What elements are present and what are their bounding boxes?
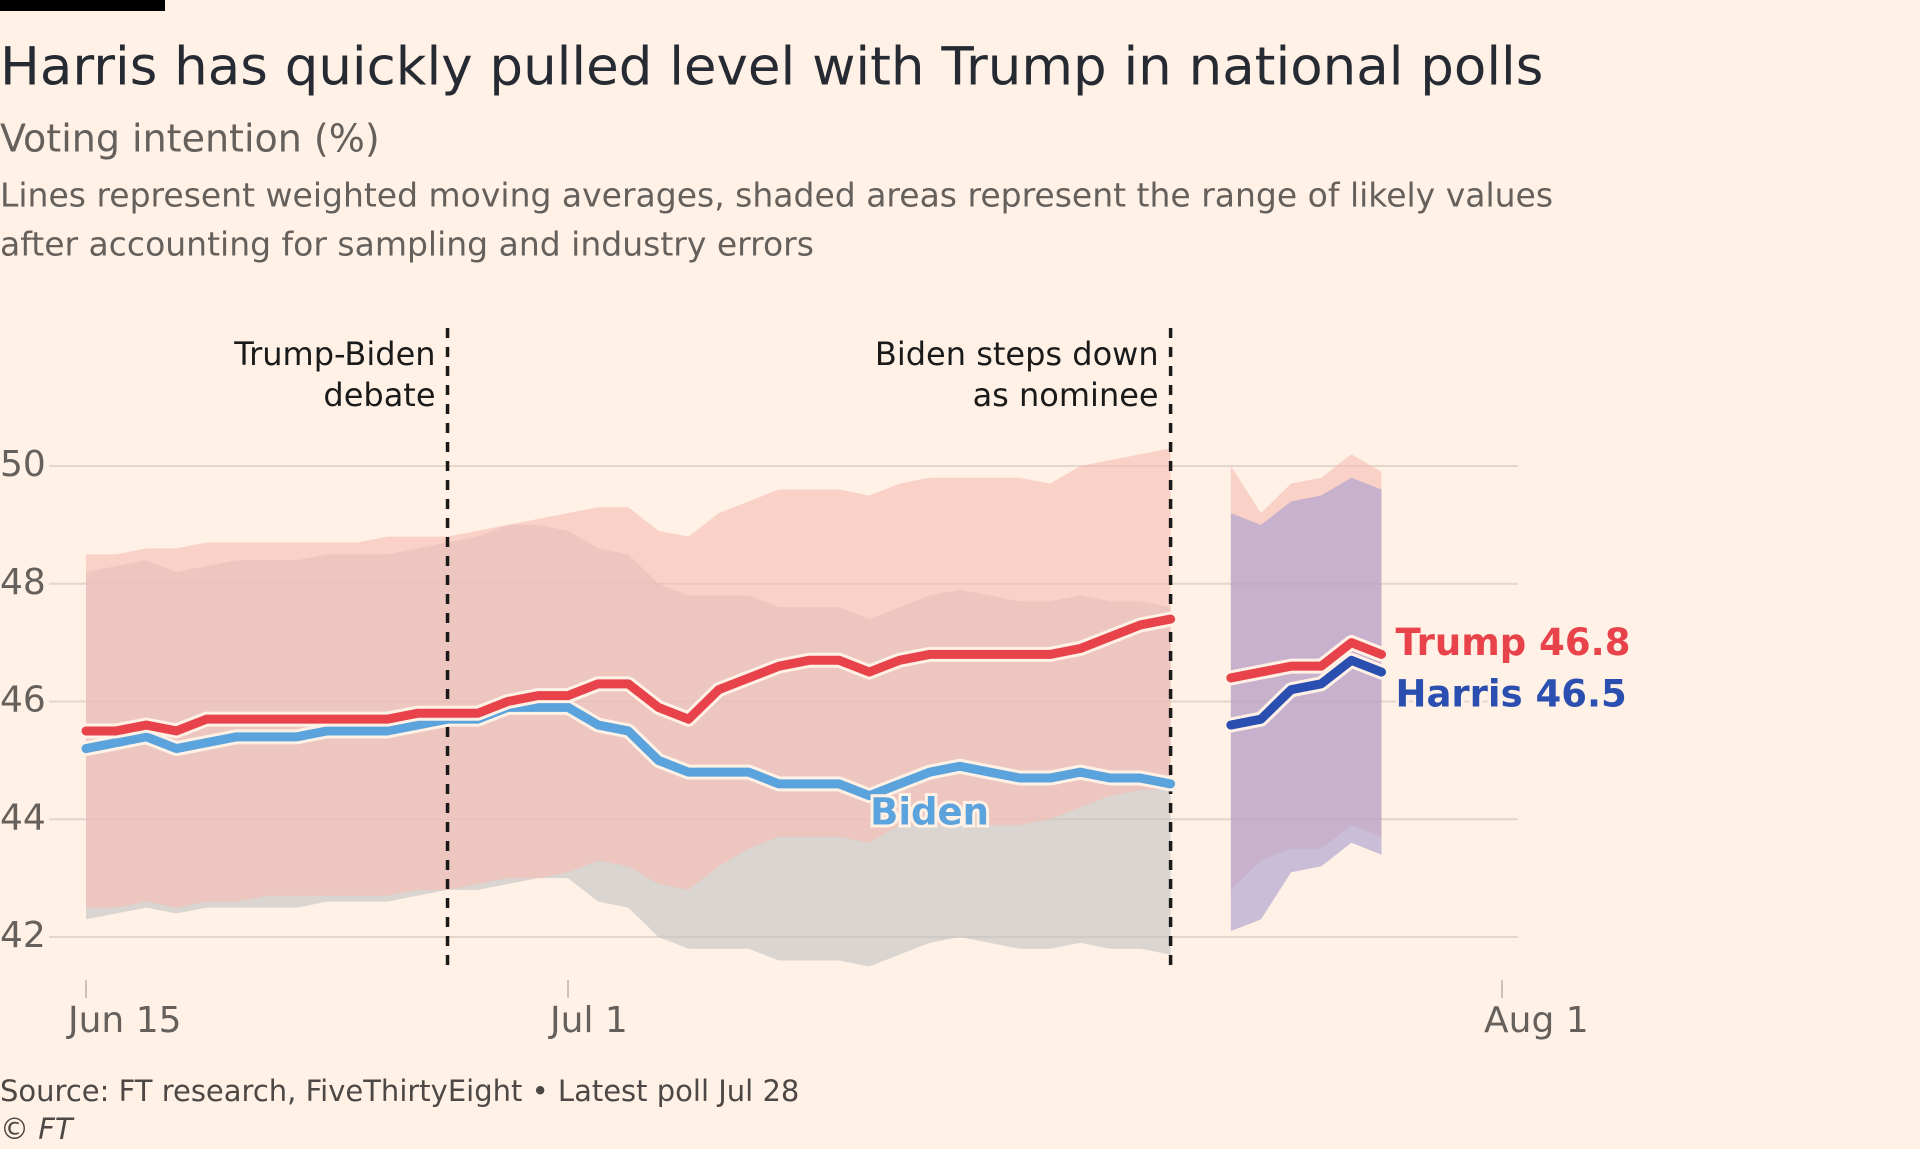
uncertainty-band — [1230, 477, 1382, 932]
y-tick-label: 48 — [0, 562, 46, 603]
y-tick-label: 50 — [0, 444, 46, 485]
source: Source: FT research, FiveThirtyEight • L… — [0, 1074, 799, 1108]
event-label: debate — [323, 376, 435, 414]
copyright: © FT — [0, 1112, 75, 1146]
chart-title: Harris has quickly pulled level with Tru… — [0, 37, 1543, 98]
description: Lines represent weighted moving averages… — [0, 176, 1553, 215]
series-label: Trump 46.8 — [1395, 621, 1630, 664]
x-tick-label: Jul 1 — [548, 1000, 628, 1041]
y-tick-label: 46 — [0, 680, 46, 721]
chart-subtitle: Voting intention (%) — [0, 117, 380, 161]
event-label: Trump-Biden — [233, 335, 435, 373]
brand-bar — [0, 0, 165, 11]
y-tick-label: 42 — [0, 915, 46, 956]
description: after accounting for sampling and indust… — [0, 225, 814, 264]
series-line — [81, 702, 1176, 801]
event-label: as nominee — [973, 376, 1159, 414]
x-tick-label: Aug 1 — [1484, 1000, 1589, 1041]
x-tick-label: Jun 15 — [66, 1000, 182, 1041]
series-label: Biden — [870, 791, 989, 834]
y-tick-label: 44 — [0, 797, 46, 838]
series-line — [81, 614, 1176, 736]
series-line — [1226, 638, 1386, 683]
series-label: Harris 46.5 — [1395, 673, 1626, 716]
series-line — [1226, 655, 1386, 730]
event-label: Biden steps down — [875, 335, 1159, 373]
